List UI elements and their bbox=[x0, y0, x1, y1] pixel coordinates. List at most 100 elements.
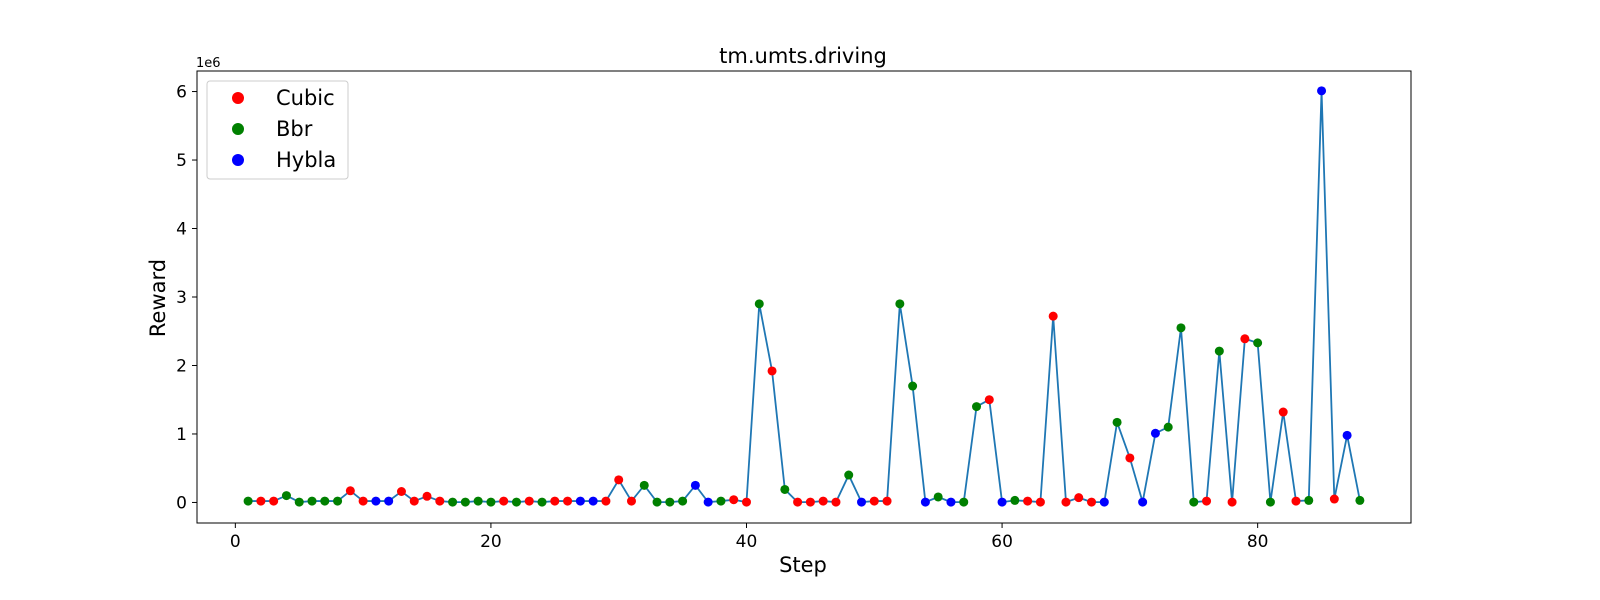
data-point-cubic bbox=[1087, 497, 1097, 507]
data-point-bbr bbox=[307, 496, 317, 506]
data-point-cubic bbox=[614, 475, 624, 485]
data-point-bbr bbox=[333, 496, 343, 506]
data-point-cubic bbox=[563, 496, 573, 506]
data-point-hybla bbox=[946, 497, 956, 507]
data-point-bbr bbox=[652, 497, 662, 507]
data-point-cubic bbox=[1074, 493, 1084, 503]
data-point-cubic bbox=[1023, 496, 1033, 506]
data-point-bbr bbox=[933, 492, 943, 502]
data-point-bbr bbox=[473, 496, 483, 506]
x-tick-label: 60 bbox=[991, 532, 1013, 552]
data-point-bbr bbox=[243, 496, 253, 506]
data-point-cubic bbox=[626, 496, 636, 506]
data-point-bbr bbox=[754, 299, 764, 309]
data-point-bbr bbox=[537, 497, 547, 507]
data-point-cubic bbox=[1291, 496, 1301, 506]
data-point-hybla bbox=[1317, 86, 1327, 96]
y-tick-label: 0 bbox=[176, 493, 187, 513]
data-point-hybla bbox=[575, 496, 585, 506]
data-point-bbr bbox=[281, 491, 291, 501]
data-point-bbr bbox=[486, 497, 496, 507]
legend-label-cubic: Cubic bbox=[276, 86, 335, 110]
data-point-hybla bbox=[690, 480, 700, 490]
data-point-cubic bbox=[409, 496, 419, 506]
data-point-cubic bbox=[550, 496, 560, 506]
data-point-cubic bbox=[435, 496, 445, 506]
data-point-bbr bbox=[665, 497, 675, 507]
data-point-cubic bbox=[396, 487, 406, 496]
data-point-bbr bbox=[678, 496, 688, 506]
data-point-cubic bbox=[882, 496, 892, 506]
y-tick-label: 3 bbox=[176, 288, 187, 308]
data-point-bbr bbox=[1265, 497, 1275, 507]
x-axis-ticks: 0 20 40 60 80 bbox=[230, 523, 1269, 552]
data-point-cubic bbox=[818, 496, 828, 506]
data-point-cubic bbox=[793, 497, 803, 507]
y-axis-label: Reward bbox=[146, 259, 170, 337]
data-point-cubic bbox=[767, 366, 777, 376]
x-tick-label: 80 bbox=[1247, 532, 1269, 552]
y-tick-label: 6 bbox=[176, 83, 187, 103]
data-point-hybla bbox=[1150, 428, 1160, 438]
data-point-bbr bbox=[511, 497, 521, 507]
data-point-bbr bbox=[1163, 422, 1173, 432]
legend-label-hybla: Hybla bbox=[276, 148, 336, 172]
y-tick-label: 4 bbox=[176, 220, 187, 240]
data-point-cubic bbox=[805, 497, 815, 507]
data-point-bbr bbox=[1214, 346, 1224, 356]
data-point-bbr bbox=[895, 299, 905, 309]
data-point-cubic bbox=[1278, 407, 1288, 417]
data-point-bbr bbox=[1112, 417, 1122, 427]
legend-items: Cubic Bbr Hybla bbox=[232, 86, 336, 172]
data-point-bbr bbox=[716, 496, 726, 506]
data-point-cubic bbox=[741, 497, 751, 507]
chart-title: tm.umts.driving bbox=[719, 44, 887, 68]
data-point-hybla bbox=[1342, 430, 1352, 440]
data-point-bbr bbox=[639, 480, 649, 490]
data-point-bbr bbox=[972, 402, 982, 412]
legend-marker-bbr bbox=[232, 123, 244, 135]
data-point-cubic bbox=[524, 496, 534, 506]
data-point-bbr bbox=[1010, 495, 1020, 505]
data-point-cubic bbox=[984, 395, 994, 405]
data-point-cubic bbox=[729, 495, 739, 505]
x-axis-label: Step bbox=[779, 553, 827, 577]
data-point-cubic bbox=[269, 496, 279, 506]
data-point-hybla bbox=[371, 496, 381, 506]
data-point-cubic bbox=[1061, 497, 1071, 507]
data-point-cubic bbox=[1202, 496, 1212, 506]
data-point-hybla bbox=[857, 497, 867, 507]
data-point-bbr bbox=[1355, 495, 1365, 505]
data-line-layer bbox=[248, 89, 1361, 504]
data-point-cubic bbox=[1048, 311, 1058, 321]
data-point-bbr bbox=[908, 381, 918, 391]
plot-area bbox=[196, 70, 1412, 524]
data-point-cubic bbox=[1227, 497, 1237, 507]
data-point-cubic bbox=[256, 496, 266, 506]
legend-label-bbr: Bbr bbox=[276, 117, 313, 141]
data-point-cubic bbox=[358, 496, 368, 506]
x-tick-label: 40 bbox=[736, 532, 758, 552]
data-point-hybla bbox=[920, 497, 930, 507]
data-point-cubic bbox=[1329, 494, 1339, 504]
data-point-cubic bbox=[601, 496, 611, 506]
data-point-hybla bbox=[997, 497, 1007, 507]
reward-line bbox=[248, 89, 1361, 504]
data-point-bbr bbox=[448, 497, 458, 507]
data-point-hybla bbox=[1138, 497, 1148, 507]
x-tick-label: 0 bbox=[230, 532, 241, 552]
data-point-cubic bbox=[345, 486, 355, 496]
data-point-bbr bbox=[320, 496, 330, 506]
y-tick-label: 1 bbox=[176, 425, 187, 445]
y-axis-ticks: 0 1 2 3 4 5 6 bbox=[176, 83, 197, 513]
data-point-cubic bbox=[1240, 334, 1250, 344]
legend-marker-hybla bbox=[232, 154, 244, 166]
data-point-hybla bbox=[1099, 497, 1109, 507]
plot-background bbox=[197, 71, 1411, 523]
data-point-hybla bbox=[703, 497, 713, 507]
data-point-bbr bbox=[844, 470, 854, 480]
data-point-cubic bbox=[499, 496, 509, 506]
data-point-bbr bbox=[294, 497, 304, 507]
data-points-layer bbox=[243, 86, 1365, 507]
